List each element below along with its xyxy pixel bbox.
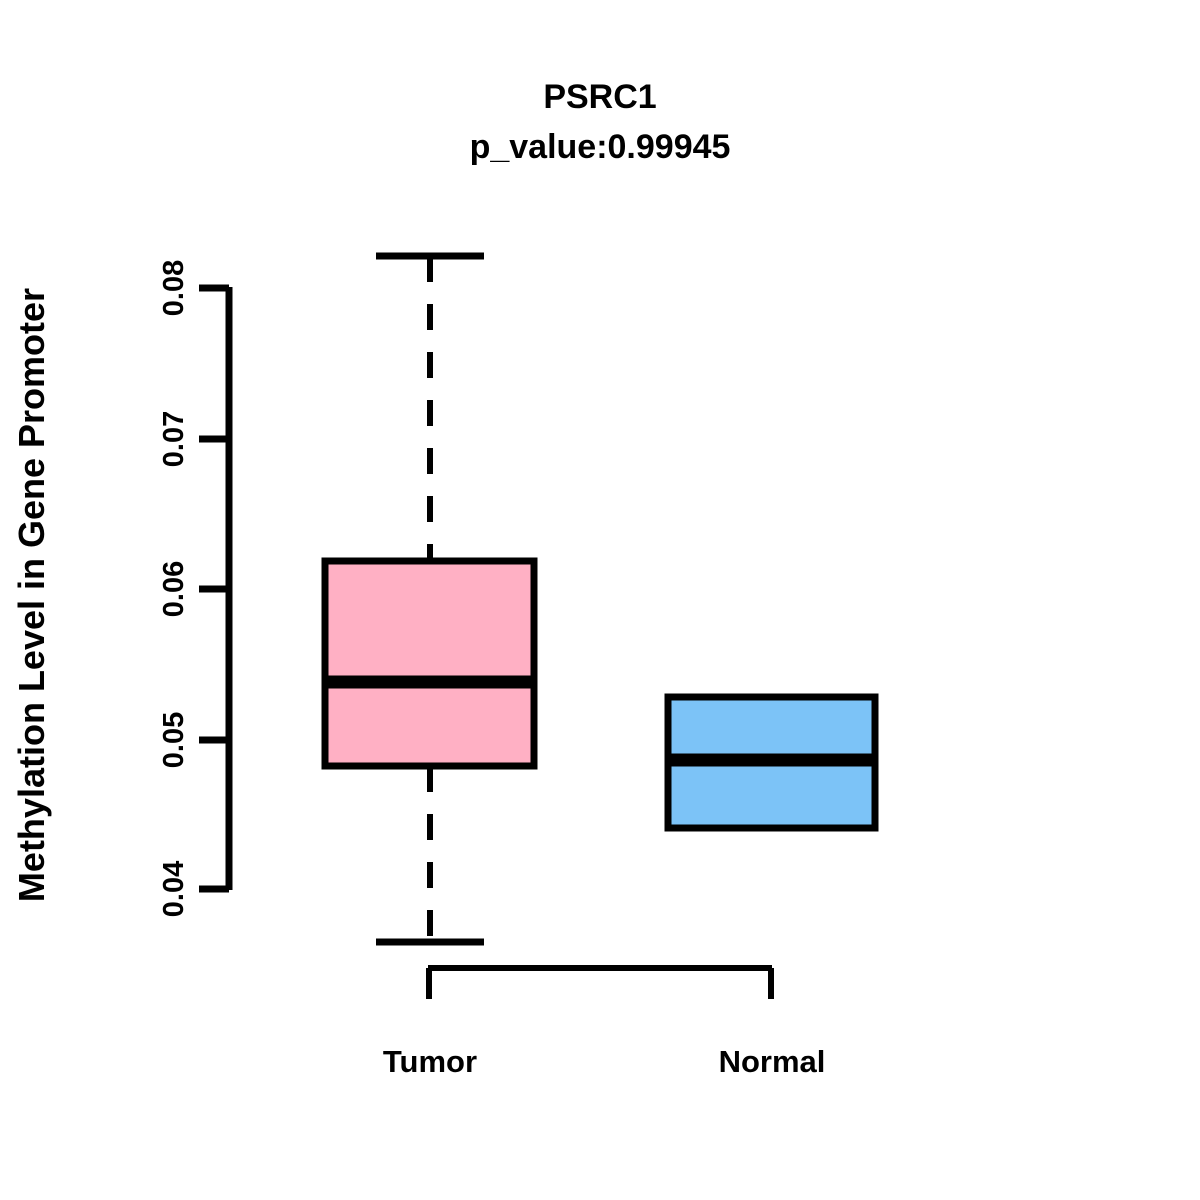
x-axis-label-tumor: Tumor bbox=[383, 1044, 477, 1079]
tumor-iqr-box bbox=[321, 557, 538, 770]
y-axis-title: Methylation Level in Gene Promoter bbox=[11, 288, 52, 902]
y-tick-label-0: 0.04 bbox=[158, 861, 190, 917]
y-tick-label-1: 0.05 bbox=[158, 712, 190, 768]
x-axis-label-normal: Normal bbox=[719, 1044, 826, 1079]
y-tick-label-2: 0.06 bbox=[158, 561, 190, 617]
y-tick-label-4: 0.08 bbox=[158, 260, 190, 316]
box-normal bbox=[664, 693, 879, 832]
y-tick-label-3: 0.07 bbox=[158, 411, 190, 467]
chart-title: PSRC1 bbox=[543, 78, 656, 116]
y-axis bbox=[199, 284, 233, 893]
chart-subtitle-pvalue: p_value:0.99945 bbox=[470, 128, 731, 166]
x-axis bbox=[426, 965, 774, 999]
box-tumor bbox=[321, 252, 538, 946]
